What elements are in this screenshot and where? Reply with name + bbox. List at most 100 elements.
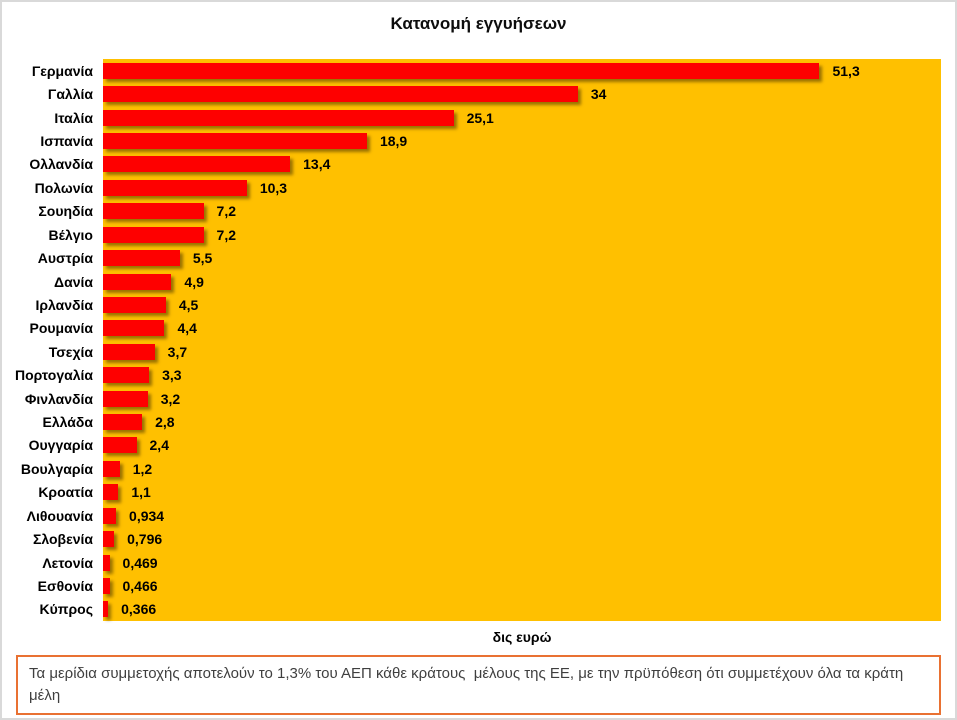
bar <box>103 296 166 313</box>
value-label: 2,8 <box>155 414 175 431</box>
category-label: Βέλγιο <box>48 226 93 243</box>
value-label: 7,2 <box>216 203 237 220</box>
category-label: Πολωνία <box>34 179 93 196</box>
value-label: 51,3 <box>832 62 860 79</box>
bar-row: 4,5 <box>103 293 941 316</box>
value-label: 0,466 <box>122 577 158 594</box>
category-label: Βουλγαρία <box>20 460 93 477</box>
bar <box>103 507 117 524</box>
bar-row: 18,9 <box>103 129 941 152</box>
bar <box>103 226 204 243</box>
value-label: 7,2 <box>216 226 237 243</box>
bar <box>103 62 820 79</box>
bar-row: 7,2 <box>103 200 941 223</box>
value-label: 0,366 <box>121 601 157 618</box>
value-label: 4,9 <box>184 273 204 290</box>
value-label: 25,1 <box>466 109 494 126</box>
bar <box>103 156 291 173</box>
bar-row: 0,796 <box>103 527 941 550</box>
bar-row: 4,4 <box>103 317 941 340</box>
category-label: Σουηδία <box>38 203 93 220</box>
bar <box>103 414 143 431</box>
category-label: Κροατία <box>38 484 93 501</box>
bar-row: 10,3 <box>103 176 941 199</box>
bar <box>103 531 115 548</box>
category-label: Τσεχία <box>48 343 93 360</box>
bar-row: 0,466 <box>103 574 941 597</box>
bar-row: 34 <box>103 82 941 105</box>
bar <box>103 577 110 594</box>
bar-row: 25,1 <box>103 106 941 129</box>
bar <box>103 390 148 407</box>
category-label: Γαλλία <box>47 86 93 103</box>
category-label: Αυστρία <box>37 250 93 267</box>
category-label: Ελλάδα <box>42 414 93 431</box>
category-label: Πορτογαλία <box>14 367 93 384</box>
bar <box>103 273 172 290</box>
bar-row: 2,8 <box>103 410 941 433</box>
value-label: 0,934 <box>129 507 165 524</box>
bar-row: 0,469 <box>103 551 941 574</box>
bar <box>103 109 454 126</box>
value-label: 5,5 <box>192 250 213 267</box>
value-label: 1,2 <box>132 460 153 477</box>
category-label: Δανία <box>54 273 93 290</box>
plot-area: 51,3 34 25,1 18,9 13,4 10,3 7,2 7,2 5,5 4,9 4,5 4,4… <box>103 59 941 621</box>
bar-row: 3,2 <box>103 387 941 410</box>
category-label: Λιθουανία <box>26 507 93 524</box>
bar-row: 0,366 <box>103 598 941 621</box>
bar-row: 13,4 <box>103 153 941 176</box>
chart-title: Κατανομή εγγυήσεων <box>390 14 567 33</box>
category-label: Λετονία <box>42 554 93 571</box>
bar <box>103 460 120 477</box>
category-label: Ολλανδία <box>29 156 93 173</box>
category-label: Ρουμανία <box>29 320 94 337</box>
category-label: Φινλανδία <box>24 390 93 407</box>
category-label: Σλοβενία <box>32 531 93 548</box>
bar-row: 0,934 <box>103 504 941 527</box>
bar <box>103 367 150 384</box>
bar <box>103 601 109 618</box>
footnote-box: Τα μερίδια συμμετοχής αποτελούν το 1,3% … <box>16 655 941 715</box>
bar-row: 51,3 <box>103 59 941 82</box>
bar-row: 5,5 <box>103 246 941 269</box>
bar <box>103 179 247 196</box>
bar-row: 4,9 <box>103 270 941 293</box>
bar-row: 1,1 <box>103 481 941 504</box>
value-label: 18,9 <box>379 132 408 149</box>
value-label: 4,5 <box>178 296 199 313</box>
value-label: 13,4 <box>303 156 331 173</box>
category-label: Εσθονία <box>37 577 93 594</box>
category-label: Γερμανία <box>31 62 93 79</box>
category-label: Ουγγαρία <box>28 437 93 454</box>
category-label: Ιταλία <box>54 109 93 126</box>
bar <box>103 203 204 220</box>
category-labels: Γερμανία Γαλλία Ιταλία Ισπανία Ολλανδία Πολων… <box>2 59 103 621</box>
category-label: Ιρλανδία <box>35 296 93 313</box>
bar <box>103 132 367 149</box>
value-label: 3,3 <box>162 367 182 384</box>
bar-row: 1,2 <box>103 457 941 480</box>
category-label: Ισπανία <box>40 132 93 149</box>
category-label: Κύπρος <box>39 601 93 618</box>
value-label: 1,1 <box>131 484 151 501</box>
bar <box>103 86 578 103</box>
bar <box>103 250 180 267</box>
bar-row: 3,3 <box>103 363 941 386</box>
value-label: 4,4 <box>177 320 197 337</box>
value-label: 0,469 <box>122 554 158 571</box>
bar-row: 3,7 <box>103 340 941 363</box>
value-label: 10,3 <box>259 179 288 196</box>
value-label: 3,7 <box>167 343 188 360</box>
bar <box>103 343 155 360</box>
x-axis-label: δις ευρώ <box>492 629 552 645</box>
value-label: 0,796 <box>127 531 163 548</box>
bar <box>103 437 137 454</box>
value-label: 34 <box>590 86 607 103</box>
bar-row: 7,2 <box>103 223 941 246</box>
bar <box>103 320 165 337</box>
bar <box>103 484 119 501</box>
bar <box>103 554 110 571</box>
bar-row: 2,4 <box>103 434 941 457</box>
